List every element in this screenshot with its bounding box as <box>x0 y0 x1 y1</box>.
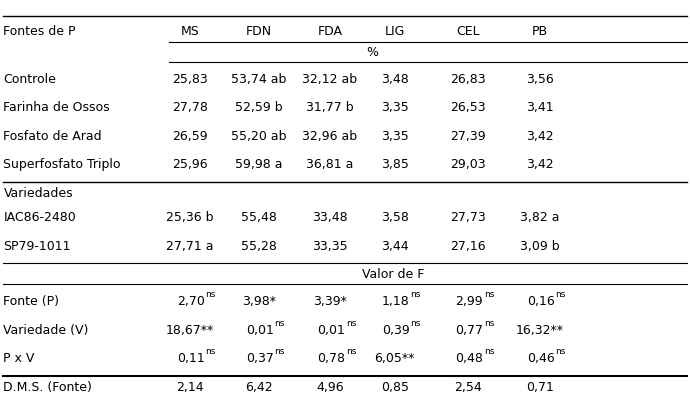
Text: ns: ns <box>275 319 285 328</box>
Text: 26,83: 26,83 <box>450 73 486 86</box>
Text: 55,20 ab: 55,20 ab <box>231 130 286 143</box>
Text: 31,77 b: 31,77 b <box>306 101 354 114</box>
Text: 3,98*: 3,98* <box>241 295 276 308</box>
Text: Farinha de Ossos: Farinha de Ossos <box>3 101 110 114</box>
Text: 2,54: 2,54 <box>454 381 482 394</box>
Text: 0,01: 0,01 <box>317 324 345 337</box>
Text: Controle: Controle <box>3 73 57 86</box>
Text: 0,85: 0,85 <box>381 381 408 394</box>
Text: 6,42: 6,42 <box>245 381 273 394</box>
Text: 52,59 b: 52,59 b <box>235 101 283 114</box>
Text: 32,96 ab: 32,96 ab <box>302 130 357 143</box>
Text: Fosfato de Arad: Fosfato de Arad <box>3 130 102 143</box>
Text: Variedades: Variedades <box>3 187 73 200</box>
Text: ns: ns <box>206 290 216 299</box>
Text: 26,59: 26,59 <box>172 130 208 143</box>
Text: 36,81 a: 36,81 a <box>306 158 353 171</box>
Text: ns: ns <box>411 319 421 328</box>
Text: 3,82 a: 3,82 a <box>520 211 560 224</box>
Text: MS: MS <box>180 25 199 38</box>
Text: 16,32**: 16,32** <box>515 324 564 337</box>
Text: FDA: FDA <box>317 25 342 38</box>
Text: 32,12 ab: 32,12 ab <box>302 73 357 86</box>
Text: 0,11: 0,11 <box>177 352 205 366</box>
Text: 4,96: 4,96 <box>316 381 344 394</box>
Text: 18,67**: 18,67** <box>166 324 214 337</box>
Text: 3,41: 3,41 <box>526 101 553 114</box>
Text: ns: ns <box>206 347 216 356</box>
Text: 3,48: 3,48 <box>381 73 408 86</box>
Text: 0,71: 0,71 <box>526 381 553 394</box>
Text: 3,44: 3,44 <box>381 240 408 253</box>
Text: 0,77: 0,77 <box>455 324 483 337</box>
Text: IAC86-2480: IAC86-2480 <box>3 211 76 224</box>
Text: %: % <box>366 46 379 59</box>
Text: SP79-1011: SP79-1011 <box>3 240 71 253</box>
Text: ns: ns <box>411 290 421 299</box>
Text: 3,42: 3,42 <box>526 130 553 143</box>
Text: 0,01: 0,01 <box>246 324 274 337</box>
Text: 27,16: 27,16 <box>450 240 486 253</box>
Text: 27,73: 27,73 <box>450 211 486 224</box>
Text: 53,74 ab: 53,74 ab <box>231 73 286 86</box>
Text: 0,46: 0,46 <box>527 352 555 366</box>
Text: PB: PB <box>531 25 548 38</box>
Text: 29,03: 29,03 <box>450 158 486 171</box>
Text: 6,05**: 6,05** <box>375 352 415 366</box>
Text: 2,99: 2,99 <box>455 295 483 308</box>
Text: ns: ns <box>484 290 494 299</box>
Text: 0,78: 0,78 <box>317 352 345 366</box>
Text: ns: ns <box>275 347 285 356</box>
Text: 25,96: 25,96 <box>172 158 208 171</box>
Text: Superfosfato Triplo: Superfosfato Triplo <box>3 158 121 171</box>
Text: 3,35: 3,35 <box>381 130 408 143</box>
Text: 0,16: 0,16 <box>527 295 555 308</box>
Text: 25,36 b: 25,36 b <box>166 211 213 224</box>
Text: 3,85: 3,85 <box>381 158 408 171</box>
Text: Variedade (V): Variedade (V) <box>3 324 89 337</box>
Text: 27,78: 27,78 <box>172 101 208 114</box>
Text: FDN: FDN <box>246 25 272 38</box>
Text: 3,56: 3,56 <box>526 73 553 86</box>
Text: ns: ns <box>555 347 566 356</box>
Text: 27,39: 27,39 <box>450 130 486 143</box>
Text: 0,37: 0,37 <box>246 352 274 366</box>
Text: 33,48: 33,48 <box>312 211 348 224</box>
Text: ns: ns <box>484 319 494 328</box>
Text: P x V: P x V <box>3 352 35 366</box>
Text: ns: ns <box>346 347 356 356</box>
Text: 2,70: 2,70 <box>177 295 205 308</box>
Text: 3,39*: 3,39* <box>313 295 347 308</box>
Text: 27,71 a: 27,71 a <box>166 240 213 253</box>
Text: 59,98 a: 59,98 a <box>235 158 282 171</box>
Text: 2,14: 2,14 <box>176 381 204 394</box>
Text: Fontes de P: Fontes de P <box>3 25 76 38</box>
Text: 3,35: 3,35 <box>381 101 408 114</box>
Text: 3,09 b: 3,09 b <box>520 240 560 253</box>
Text: 1,18: 1,18 <box>382 295 410 308</box>
Text: 33,35: 33,35 <box>312 240 348 253</box>
Text: Fonte (P): Fonte (P) <box>3 295 59 308</box>
Text: 0,39: 0,39 <box>382 324 410 337</box>
Text: 55,48: 55,48 <box>241 211 277 224</box>
Text: 3,58: 3,58 <box>381 211 408 224</box>
Text: CEL: CEL <box>456 25 480 38</box>
Text: 26,53: 26,53 <box>450 101 486 114</box>
Text: ns: ns <box>555 290 566 299</box>
Text: 3,42: 3,42 <box>526 158 553 171</box>
Text: LIG: LIG <box>384 25 405 38</box>
Text: ns: ns <box>484 347 494 356</box>
Text: 55,28: 55,28 <box>241 240 277 253</box>
Text: 25,83: 25,83 <box>172 73 208 86</box>
Text: ns: ns <box>346 319 356 328</box>
Text: D.M.S. (Fonte): D.M.S. (Fonte) <box>3 381 92 394</box>
Text: 0,48: 0,48 <box>455 352 483 366</box>
Text: Valor de F: Valor de F <box>362 268 424 281</box>
